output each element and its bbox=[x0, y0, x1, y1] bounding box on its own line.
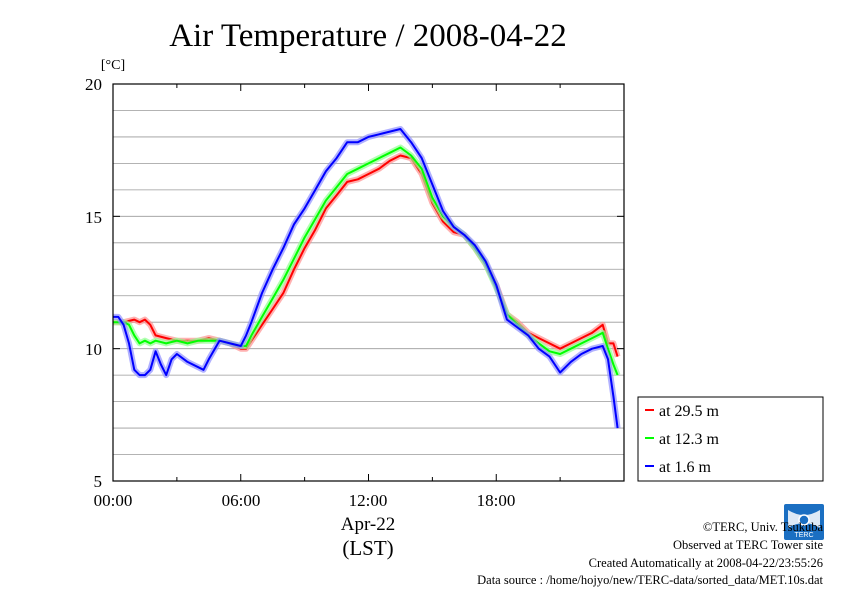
series-line bbox=[113, 128, 619, 429]
series-band bbox=[113, 152, 621, 358]
x-tick-label: 06:00 bbox=[222, 491, 261, 510]
legend: at 29.5 m at 12.3 m at 1.6 m bbox=[637, 396, 824, 482]
copyright-text: ©TERC, Univ. Tsukuba bbox=[703, 520, 824, 534]
x-tick-label: 18:00 bbox=[477, 491, 516, 510]
series-lines bbox=[113, 126, 621, 429]
x-axis-label: (LST) bbox=[342, 536, 393, 560]
series-line bbox=[113, 146, 619, 376]
y-tick-label: 5 bbox=[94, 472, 103, 491]
plot-frame bbox=[112, 83, 625, 482]
legend-label: at 12.3 m bbox=[659, 431, 720, 448]
terc-logo: TERC bbox=[784, 504, 824, 540]
chart-title: Air Temperature / 2008-04-22 bbox=[169, 18, 567, 54]
logo-text: TERC bbox=[794, 532, 813, 539]
y-unit-label: [°C] bbox=[101, 58, 125, 73]
x-tick-label: 00:00 bbox=[94, 491, 133, 510]
legend-label: at 29.5 m bbox=[659, 403, 720, 420]
source-text: Data source : /home/hojyo/new/TERC-data/… bbox=[477, 573, 823, 587]
created-text: Created Automatically at 2008-04-22/23:5… bbox=[589, 556, 823, 570]
y-tick-label: 20 bbox=[85, 75, 102, 94]
site-text: Observed at TERC Tower site bbox=[673, 538, 823, 552]
x-date-label: Apr-22 bbox=[341, 514, 396, 535]
y-tick-label: 10 bbox=[85, 340, 102, 359]
x-tick-label: 12:00 bbox=[349, 491, 388, 510]
legend-label: at 1.6 m bbox=[659, 459, 712, 476]
legend-box bbox=[637, 396, 824, 482]
y-tick-label: 15 bbox=[85, 208, 102, 227]
series-line bbox=[113, 154, 619, 357]
axis-ticks bbox=[112, 83, 625, 482]
